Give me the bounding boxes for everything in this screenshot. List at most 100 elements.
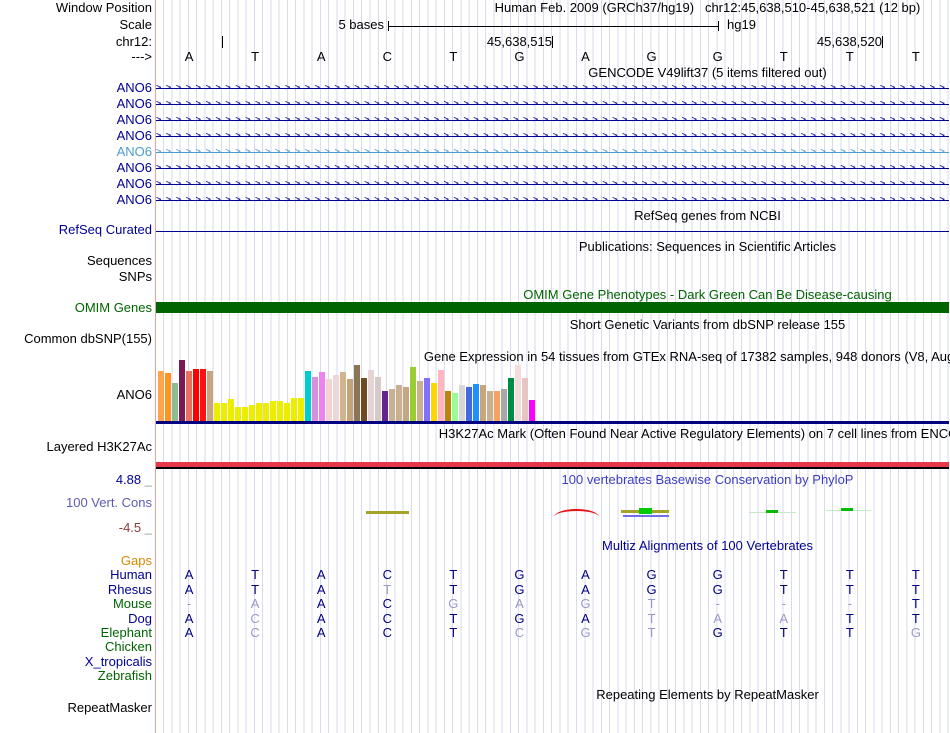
- species-label[interactable]: Elephant: [100, 625, 152, 640]
- gtex-tissue-bar[interactable]: [277, 401, 283, 421]
- gtex-tissue-bar[interactable]: [473, 384, 479, 421]
- gtex-tissue-bar[interactable]: [354, 365, 360, 421]
- species-label[interactable]: Zebrafish: [97, 668, 152, 683]
- gtex-tissue-bar[interactable]: [165, 373, 171, 421]
- gtex-tissue-bar[interactable]: [347, 379, 353, 421]
- gtex-tissue-bar[interactable]: [508, 378, 514, 421]
- species-label[interactable]: Chicken: [105, 639, 152, 654]
- species-label[interactable]: Human: [110, 567, 152, 582]
- gencode-item-label[interactable]: ANO6: [116, 144, 152, 159]
- transcript-line[interactable]: [156, 184, 949, 185]
- repeatmasker-track-title[interactable]: Repeating Elements by RepeatMasker: [596, 687, 819, 702]
- gtex-tissue-bar[interactable]: [298, 398, 304, 421]
- transcript-line[interactable]: [156, 120, 949, 121]
- snps-label[interactable]: SNPs: [118, 269, 152, 284]
- gencode-item-label[interactable]: ANO6: [116, 160, 152, 175]
- gtex-tissue-bar[interactable]: [459, 385, 465, 421]
- gtex-tissue-bar[interactable]: [445, 391, 451, 421]
- track-grid-area[interactable]: Human Feb. 2009 (GRCh37/hg19) chr12:45,6…: [155, 0, 950, 733]
- gtex-tissue-bar[interactable]: [235, 407, 241, 421]
- gtex-tissue-bar[interactable]: [382, 391, 388, 421]
- gtex-tissue-bar[interactable]: [291, 398, 297, 421]
- gtex-tissue-bar[interactable]: [228, 399, 234, 421]
- gtex-tissue-bar[interactable]: [375, 377, 381, 421]
- gtex-tissue-bar[interactable]: [263, 403, 269, 421]
- gtex-tissue-bar[interactable]: [389, 389, 395, 421]
- layered-h3k27ac-label[interactable]: Layered H3K27Ac: [46, 439, 152, 454]
- gtex-tissue-bar[interactable]: [305, 371, 311, 421]
- common-dbsnp-label[interactable]: Common dbSNP(155): [24, 331, 152, 346]
- gtex-gene-label[interactable]: ANO6: [116, 387, 152, 402]
- gtex-tissue-bar[interactable]: [333, 375, 339, 421]
- species-label[interactable]: Dog: [128, 611, 152, 626]
- gtex-tissue-bar[interactable]: [221, 403, 227, 421]
- gtex-tissue-bar[interactable]: [179, 360, 185, 421]
- gtex-tissue-bar[interactable]: [424, 378, 430, 421]
- gtex-tissue-bar[interactable]: [396, 385, 402, 421]
- omim-genes-label[interactable]: OMIM Genes: [74, 300, 152, 315]
- gencode-item-label[interactable]: ANO6: [116, 176, 152, 191]
- multiz-track-title[interactable]: Multiz Alignments of 100 Vertebrates: [601, 538, 813, 553]
- gtex-tissue-bar[interactable]: [186, 371, 192, 421]
- species-label[interactable]: Gaps: [120, 553, 152, 568]
- gtex-tissue-bar[interactable]: [515, 365, 521, 421]
- gtex-tissue-bar[interactable]: [214, 403, 220, 421]
- gtex-tissue-bar[interactable]: [340, 372, 346, 421]
- species-label[interactable]: X_tropicalis: [84, 654, 152, 669]
- transcript-line[interactable]: [156, 136, 949, 137]
- gtex-tissue-bar[interactable]: [193, 369, 199, 421]
- gtex-tissue-bar[interactable]: [284, 403, 290, 421]
- gtex-tissue-bar[interactable]: [466, 387, 472, 421]
- omim-track-title[interactable]: OMIM Gene Phenotypes - Dark Green Can Be…: [523, 287, 892, 302]
- gtex-tissue-bar[interactable]: [158, 371, 164, 421]
- gtex-track-title[interactable]: Gene Expression in 54 tissues from GTEx …: [423, 349, 950, 364]
- gtex-tissue-bar[interactable]: [200, 369, 206, 421]
- gtex-tissue-bar[interactable]: [410, 367, 416, 421]
- phylop-track-title[interactable]: 100 vertebrates Basewise Conservation by…: [561, 472, 854, 487]
- publications-track-title[interactable]: Publications: Sequences in Scientific Ar…: [578, 239, 837, 254]
- gtex-tissue-bar[interactable]: [326, 379, 332, 421]
- gtex-tissue-bar[interactable]: [242, 407, 248, 421]
- gtex-tissue-bar[interactable]: [487, 391, 493, 421]
- gencode-item-label[interactable]: ANO6: [116, 80, 152, 95]
- gtex-tissue-bar[interactable]: [270, 401, 276, 421]
- gencode-item-label[interactable]: ANO6: [116, 112, 152, 127]
- gencode-item-label[interactable]: ANO6: [116, 128, 152, 143]
- gtex-tissue-bar[interactable]: [319, 372, 325, 421]
- dbsnp-track-title[interactable]: Short Genetic Variants from dbSNP releas…: [569, 317, 846, 332]
- gtex-tissue-bar[interactable]: [417, 381, 423, 421]
- species-label[interactable]: Mouse: [112, 596, 152, 611]
- transcript-line[interactable]: [156, 152, 949, 153]
- gtex-tissue-bar[interactable]: [312, 377, 318, 421]
- sequences-label[interactable]: Sequences: [86, 253, 152, 268]
- gtex-expression-bars[interactable]: [158, 360, 536, 421]
- gtex-tissue-bar[interactable]: [522, 378, 528, 421]
- gtex-tissue-bar[interactable]: [452, 393, 458, 421]
- refseq-curated-label[interactable]: RefSeq Curated: [58, 222, 152, 237]
- gtex-tissue-bar[interactable]: [368, 370, 374, 421]
- gencode-track-title[interactable]: GENCODE V49lift37 (5 items filtered out): [588, 65, 827, 80]
- gencode-item-label[interactable]: ANO6: [116, 192, 152, 207]
- gtex-tissue-bar[interactable]: [249, 405, 255, 421]
- refseq-curated-item[interactable]: [156, 231, 949, 232]
- gtex-tissue-bar[interactable]: [207, 371, 213, 421]
- transcript-line[interactable]: [156, 168, 949, 169]
- transcript-line[interactable]: [156, 200, 949, 201]
- gtex-tissue-bar[interactable]: [172, 383, 178, 421]
- transcript-line[interactable]: [156, 88, 949, 89]
- refseq-track-title[interactable]: RefSeq genes from NCBI: [634, 208, 781, 223]
- gencode-item-label[interactable]: ANO6: [116, 96, 152, 111]
- omim-gene-item[interactable]: [156, 302, 949, 313]
- gtex-tissue-bar[interactable]: [529, 400, 535, 421]
- gtex-tissue-bar[interactable]: [256, 403, 262, 421]
- repeatmasker-label[interactable]: RepeatMasker: [67, 700, 152, 715]
- species-label[interactable]: Rhesus: [107, 582, 152, 597]
- h3k27ac-track-title[interactable]: H3K27Ac Mark (Often Found Near Active Re…: [438, 426, 950, 441]
- gtex-tissue-bar[interactable]: [403, 387, 409, 421]
- gtex-tissue-bar[interactable]: [438, 370, 444, 421]
- gtex-tissue-bar[interactable]: [431, 383, 437, 421]
- h3k27ac-signal-band[interactable]: [156, 462, 949, 467]
- gtex-tissue-bar[interactable]: [494, 391, 500, 421]
- vert-cons-label[interactable]: 100 Vert. Cons: [66, 495, 152, 510]
